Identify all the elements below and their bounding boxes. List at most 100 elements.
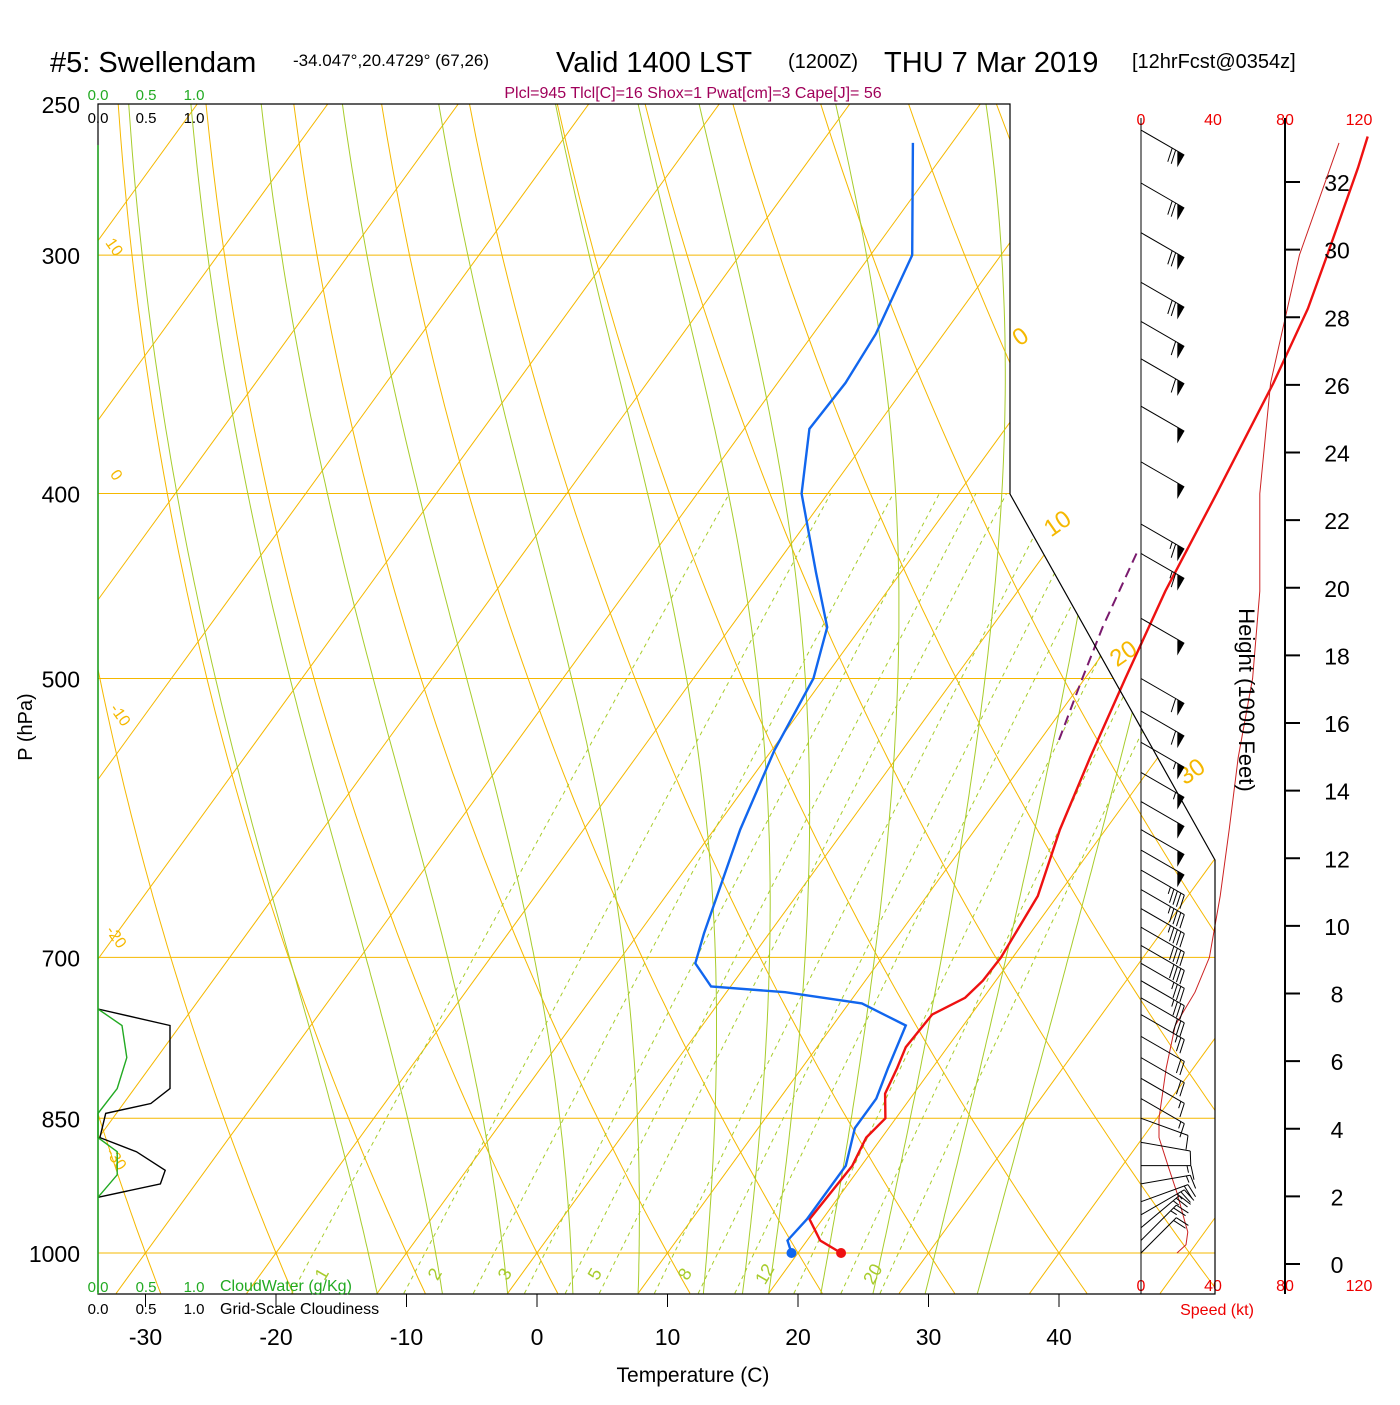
isotherm — [768, 104, 1215, 1294]
speed-axis-label: Speed (kt) — [1180, 1302, 1254, 1319]
wind-barb — [1140, 945, 1185, 985]
wind-barb — [1140, 1189, 1195, 1216]
title-station: #5: Swellendam — [50, 47, 256, 79]
wind-barb — [1140, 869, 1185, 909]
wind-barb — [1140, 908, 1185, 948]
moist-adiabat — [820, 104, 900, 1294]
pressure-tick-label: 250 — [42, 92, 80, 118]
background-grid — [0, 70, 1215, 1294]
height-tick-label: 24 — [1324, 441, 1350, 467]
mixing-ratio-line — [524, 493, 940, 1294]
mixing-ratio-line — [472, 493, 894, 1294]
mixing-ratio-line — [697, 493, 1096, 1294]
cloudiness-tick-bottom: 1.0 — [184, 1301, 205, 1318]
height-tick-label: 20 — [1324, 576, 1350, 602]
sounding-profiles — [693, 136, 1369, 1258]
x-axis-label: Temperature (C) — [617, 1364, 770, 1387]
x-tick-label: 30 — [916, 1324, 942, 1350]
title-forecast: [12hrFcst@0354z] — [1132, 51, 1296, 73]
moist-adiabat — [432, 104, 640, 1294]
isotherm — [898, 104, 1215, 1294]
wind-barb — [1140, 980, 1185, 1020]
height-tick-label: 12 — [1324, 846, 1350, 872]
dry-adiabat — [115, 104, 426, 1294]
wind-barb — [1140, 461, 1185, 499]
wind-barb — [1140, 523, 1185, 562]
wind-barb — [1140, 405, 1185, 444]
wind-barb — [1140, 1098, 1185, 1138]
dry-adiabat — [289, 104, 691, 1294]
wind-barb — [1140, 553, 1185, 591]
wind-barb — [1141, 1165, 1195, 1180]
mixing-ratio-label: 20 — [859, 1260, 886, 1287]
wind-barb — [1140, 182, 1185, 221]
cloud-water-tick-bottom: 0.5 — [136, 1279, 157, 1296]
moist-adiabat — [337, 104, 574, 1294]
mixing-ratio-line — [793, 493, 1181, 1294]
cloudiness-tick-bottom: 0.5 — [136, 1301, 157, 1318]
wind-barb — [1140, 849, 1185, 888]
dry-adiabat — [549, 104, 1088, 1294]
isotherm-label: 10 — [1039, 505, 1076, 542]
wind-barb — [1140, 1035, 1185, 1076]
wind-barb — [1140, 281, 1185, 320]
dry-adiabat — [1157, 104, 1215, 1294]
wind-barb — [1140, 1174, 1197, 1189]
moist-adiabat — [976, 104, 1215, 1294]
moist-adiabat — [690, 104, 811, 1294]
mixing-ratio-label: 2 — [424, 1265, 446, 1284]
height-tick-label: 30 — [1324, 238, 1350, 264]
cloudiness-tick-top: 1.0 — [184, 110, 205, 127]
pressure-tick-label: 850 — [42, 1106, 80, 1132]
moist-adiabat — [630, 104, 771, 1294]
wind-barb — [1140, 358, 1185, 396]
wind-barb — [1140, 962, 1185, 1003]
x-tick-label: 40 — [1046, 1324, 1072, 1350]
cloudiness-line — [97, 1008, 171, 1198]
dry-adiabat — [636, 104, 1215, 1294]
height-axis-label: Height (1000 Feet) — [1234, 608, 1259, 791]
plot-frame — [97, 103, 1216, 1295]
wind-barb — [1140, 1141, 1192, 1166]
speed-tick-top: 40 — [1204, 112, 1222, 129]
moist-adiabat — [187, 104, 443, 1294]
cloud-water-tick-top: 1.0 — [184, 87, 205, 104]
title-valid: Valid 1400 LST — [556, 47, 752, 79]
isotherm-label: 0 — [1007, 322, 1033, 352]
x-tick-label: -10 — [390, 1324, 423, 1350]
moist-adiabat — [126, 104, 378, 1294]
height-tick-label: 32 — [1324, 170, 1350, 196]
height-tick-label: 18 — [1324, 643, 1350, 669]
moist-adiabat — [548, 104, 717, 1294]
wind-barb — [1140, 1184, 1197, 1203]
x-tick-label: 10 — [655, 1324, 681, 1350]
dry-adiabat — [0, 70, 28, 1293]
wind-panel: 0246810121416182022242628303200404080801… — [1137, 112, 1373, 1295]
dry-adiabat — [98, 104, 162, 1294]
speed-tick-top: 120 — [1346, 112, 1373, 129]
speed-tick-bottom: 120 — [1346, 1278, 1373, 1295]
height-tick-label: 8 — [1331, 982, 1344, 1008]
isotherm — [98, 104, 484, 1294]
dry-adiabat — [723, 104, 1215, 1294]
wind-barb — [1140, 321, 1185, 359]
parcel-line — [1057, 553, 1138, 743]
wind-barb — [1140, 1195, 1191, 1229]
height-tick-label: 4 — [1331, 1117, 1344, 1143]
wind-barb — [1140, 997, 1185, 1037]
pressure-tick-label: 1000 — [29, 1241, 80, 1267]
height-tick-label: 0 — [1331, 1252, 1344, 1278]
pressure-tick-label: 400 — [42, 482, 80, 508]
cloudiness-tick-top: 0.5 — [136, 110, 157, 127]
height-tick-label: 6 — [1331, 1049, 1344, 1075]
isotherm — [246, 104, 1136, 1294]
wind-barb — [1140, 232, 1185, 270]
wind-barb — [1140, 129, 1185, 168]
isotherm — [98, 104, 614, 1294]
mixing-ratio-line — [840, 493, 1215, 1294]
wind-barb — [1140, 829, 1185, 867]
wind-barb — [1140, 1077, 1185, 1118]
dry-adiabat — [202, 104, 559, 1294]
